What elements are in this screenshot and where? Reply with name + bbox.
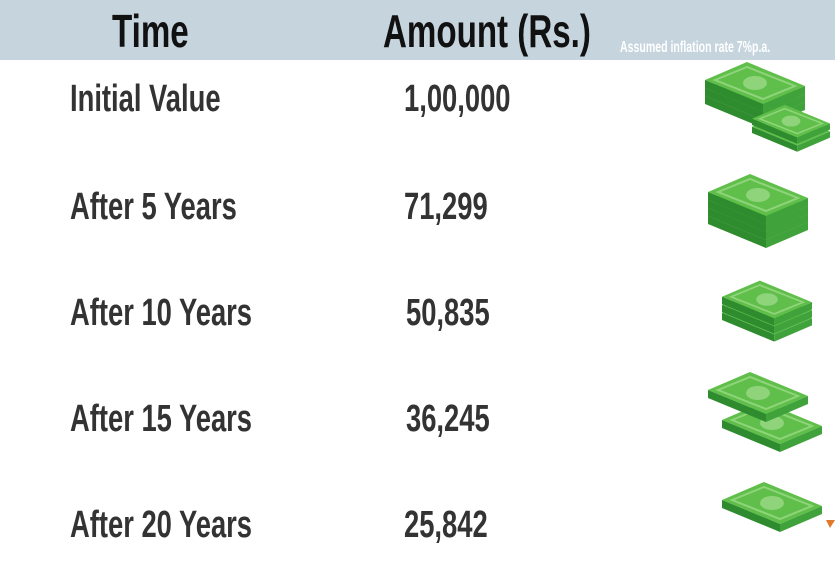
time-label: After 20 Years xyxy=(70,504,253,546)
money-icon xyxy=(707,371,823,453)
time-label: After 5 Years xyxy=(70,186,237,228)
time-label: After 15 Years xyxy=(70,398,253,440)
time-label: Initial Value xyxy=(70,78,221,120)
header-bar xyxy=(0,0,835,60)
money-icon xyxy=(704,61,831,153)
marker xyxy=(826,520,835,528)
column-header: Time xyxy=(112,5,189,57)
time-label: After 10 Years xyxy=(70,292,253,334)
money-icon xyxy=(721,279,813,343)
note: Assumed inflation rate 7%p.a. xyxy=(620,39,771,56)
amount: 50,835 xyxy=(406,292,490,334)
amount: 36,245 xyxy=(406,398,490,440)
money-icon xyxy=(707,173,809,249)
column-header: Amount (Rs.) xyxy=(383,5,591,57)
amount: 1,00,000 xyxy=(404,78,511,120)
money-icon xyxy=(721,481,823,533)
amount: 25,842 xyxy=(404,504,488,546)
amount: 71,299 xyxy=(404,186,488,228)
